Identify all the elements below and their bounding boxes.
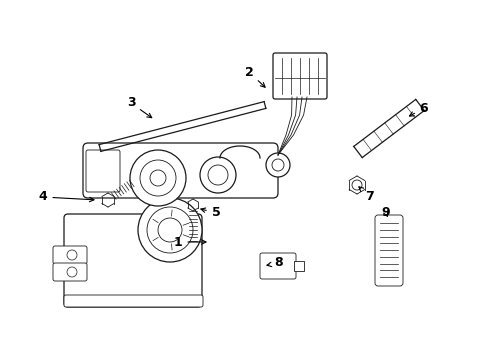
Circle shape [207, 165, 227, 185]
Text: 8: 8 [266, 256, 283, 270]
Circle shape [265, 153, 289, 177]
Circle shape [67, 267, 77, 277]
Circle shape [67, 250, 77, 260]
Text: 1: 1 [173, 235, 205, 248]
Circle shape [150, 170, 165, 186]
Text: 4: 4 [39, 190, 94, 203]
FancyBboxPatch shape [64, 214, 202, 307]
Circle shape [130, 150, 185, 206]
Text: 2: 2 [244, 66, 264, 87]
FancyBboxPatch shape [260, 253, 295, 279]
FancyBboxPatch shape [272, 53, 326, 99]
Bar [293, 261, 304, 271]
Text: 9: 9 [381, 207, 389, 220]
FancyBboxPatch shape [64, 295, 203, 307]
Text: 6: 6 [408, 102, 427, 116]
Circle shape [351, 180, 361, 190]
Circle shape [271, 159, 284, 171]
Text: 5: 5 [201, 207, 220, 220]
Circle shape [140, 160, 176, 196]
Text: 3: 3 [126, 96, 151, 118]
FancyBboxPatch shape [53, 263, 87, 281]
Circle shape [138, 198, 202, 262]
Circle shape [147, 207, 193, 253]
FancyBboxPatch shape [83, 143, 278, 198]
FancyBboxPatch shape [53, 246, 87, 264]
FancyBboxPatch shape [374, 215, 402, 286]
FancyBboxPatch shape [86, 150, 120, 192]
Circle shape [200, 157, 236, 193]
Circle shape [158, 218, 182, 242]
Text: 7: 7 [358, 187, 373, 202]
